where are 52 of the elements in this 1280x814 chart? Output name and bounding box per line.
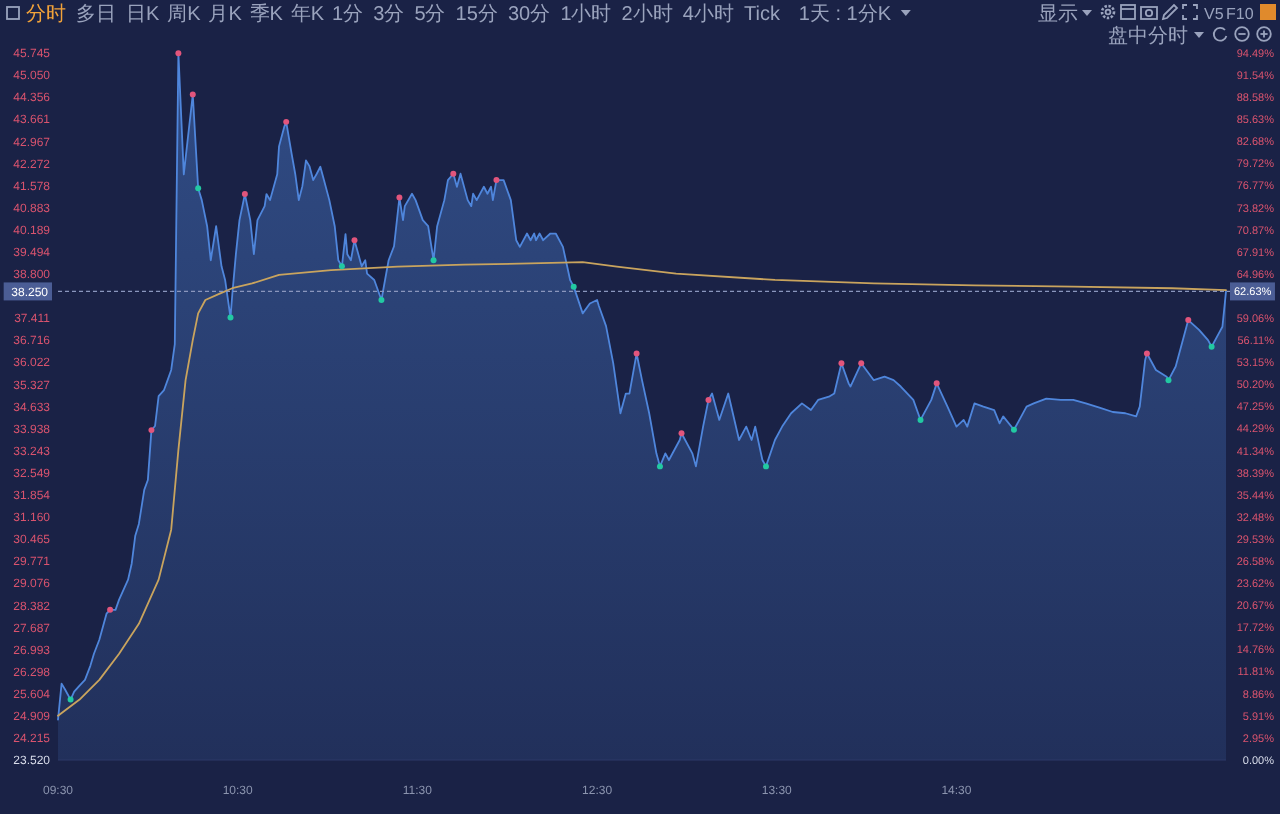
text: 周K	[167, 4, 202, 26]
point	[1143, 350, 1150, 357]
text: 月K	[208, 4, 243, 26]
point	[1185, 317, 1192, 324]
text: 4小时	[682, 2, 734, 26]
text: 2小时	[621, 2, 673, 26]
point	[1165, 377, 1172, 384]
point	[338, 263, 345, 270]
text: 15分	[455, 2, 498, 26]
point	[570, 283, 577, 290]
point	[838, 360, 845, 367]
point	[1208, 343, 1215, 350]
point	[917, 416, 924, 423]
point	[633, 350, 640, 357]
text: 1天 : 1分K	[798, 2, 892, 26]
point	[148, 427, 155, 434]
point	[656, 463, 663, 470]
text: 日K	[126, 4, 160, 26]
text: 5分	[414, 2, 446, 26]
point	[705, 396, 712, 403]
point	[396, 194, 403, 201]
text: 分时	[26, 2, 66, 26]
text: 季K	[249, 2, 284, 26]
text: Tick	[744, 4, 782, 26]
text: 年K	[290, 2, 325, 26]
text: 多日	[76, 2, 116, 26]
text: 显示	[1038, 4, 1078, 26]
point	[858, 360, 865, 367]
point	[1010, 426, 1017, 433]
point	[933, 380, 940, 387]
text: 1分	[332, 2, 364, 26]
text: 1小时	[560, 2, 612, 26]
point	[195, 185, 202, 192]
point	[450, 170, 457, 177]
text: 30分	[508, 2, 551, 26]
text: V5	[1204, 5, 1225, 23]
point	[763, 463, 769, 470]
point	[189, 91, 196, 98]
point	[107, 606, 114, 613]
point	[283, 118, 290, 125]
point	[430, 257, 437, 264]
point	[67, 696, 74, 703]
text: F10	[1226, 5, 1255, 23]
text: 3分	[373, 2, 405, 26]
point	[351, 237, 358, 244]
point	[493, 177, 500, 184]
point	[241, 191, 248, 198]
point	[378, 297, 385, 303]
line-series	[57, 261, 1227, 717]
text: 盘中分时	[1108, 24, 1188, 48]
point	[678, 430, 685, 437]
point	[175, 50, 182, 57]
